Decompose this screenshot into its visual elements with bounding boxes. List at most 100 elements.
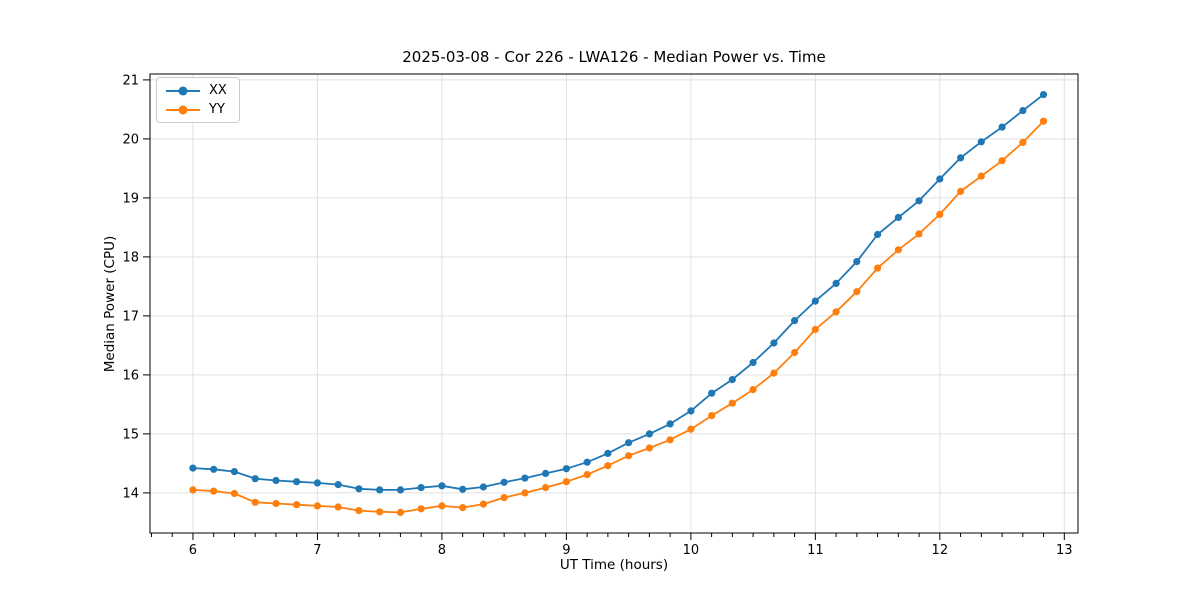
series-yy-marker: [438, 502, 446, 510]
series-yy-marker: [459, 504, 467, 512]
series-xx-marker: [1019, 107, 1027, 115]
series-yy-marker: [1019, 138, 1027, 146]
series-yy-marker: [396, 508, 405, 516]
series-yy-marker: [728, 399, 736, 407]
series-yy-marker: [272, 499, 280, 508]
series-xx-marker: [625, 439, 633, 447]
series-yy-marker: [293, 501, 301, 509]
series-xx-line: [191, 93, 1045, 491]
series-xx-marker: [313, 479, 321, 487]
series-yy-marker: [251, 498, 259, 506]
series-yy-marker: [355, 507, 363, 515]
series-yy-marker: [894, 246, 903, 254]
plot-border: [149, 73, 1079, 534]
series-xx-marker: [666, 420, 674, 428]
series-yy-marker: [583, 471, 591, 479]
series-xx-marker: [874, 230, 882, 239]
series-yy-marker: [791, 348, 799, 357]
series-yy-marker: [977, 172, 985, 180]
series-xx-marker: [936, 175, 944, 183]
series-xx-marker: [915, 197, 923, 205]
series-yy-marker: [708, 412, 716, 420]
series-xx-marker: [376, 486, 384, 494]
series-yy-marker: [853, 288, 861, 296]
series-yy-marker: [189, 486, 197, 494]
series-xx-marker: [791, 317, 799, 325]
series-xx-marker: [583, 458, 591, 466]
series-yy-marker: [645, 444, 654, 452]
series-yy-marker: [625, 452, 633, 460]
series-yy-marker: [417, 505, 425, 513]
legend-marker-xx: [178, 86, 188, 95]
series-yy-marker: [562, 478, 571, 486]
legend-label-yy: YY: [209, 102, 225, 117]
series-xx-marker: [977, 138, 985, 146]
series-yy-marker: [210, 487, 218, 495]
chart-title: 2025-03-08 - Cor 226 - LWA126 - Median P…: [402, 48, 826, 66]
legend-line-sample-xx: [166, 86, 200, 95]
series-xx-marker: [604, 449, 612, 457]
series-xx-marker: [417, 484, 425, 492]
series-yy-marker: [832, 308, 840, 316]
series-xx-marker: [645, 430, 654, 438]
x-tick-label: 11: [807, 543, 824, 558]
series-yy-marker: [542, 484, 550, 492]
series-yy-marker: [998, 157, 1006, 165]
series-xx-marker: [500, 478, 508, 486]
series-xx-marker: [728, 376, 736, 384]
y-tick-label: 20: [122, 132, 139, 147]
series-xx-marker: [521, 474, 529, 482]
x-tick-label: 8: [438, 543, 446, 558]
series-xx-marker: [334, 481, 342, 489]
series-yy-marker: [334, 503, 342, 511]
series-xx-marker: [894, 213, 903, 221]
series-yy-marker: [500, 494, 508, 502]
series-xx-marker: [811, 297, 819, 305]
series-yy-marker: [666, 436, 674, 444]
series-xx-marker: [853, 258, 861, 266]
series-xx-marker: [687, 407, 695, 415]
series-yy-marker: [957, 187, 965, 195]
series-xx-marker: [770, 339, 778, 347]
series-xx-marker: [562, 465, 571, 473]
series-xx-marker: [272, 476, 280, 485]
series-yy-marker: [770, 369, 778, 377]
series-yy-marker: [376, 508, 384, 516]
x-tick-label: 7: [313, 543, 321, 558]
series-xx-marker: [1039, 91, 1048, 99]
series-xx-marker: [210, 465, 218, 473]
series-yy-marker: [687, 425, 695, 433]
y-tick-label: 16: [122, 368, 139, 383]
x-axis-label: UT Time (hours): [559, 557, 669, 573]
series-xx-marker: [438, 482, 446, 490]
series-xx-marker: [355, 485, 363, 493]
y-tick-label: 17: [122, 309, 139, 324]
series-xx-marker: [998, 123, 1006, 131]
x-tick-label: 6: [189, 543, 197, 558]
series-yy-marker: [936, 210, 944, 218]
legend: XX YY: [156, 77, 240, 123]
series-yy-line: [191, 120, 1045, 514]
series-yy-marker: [479, 500, 487, 508]
series-yy-marker: [313, 502, 321, 510]
series-xx-marker: [479, 483, 487, 491]
y-tick-label: 19: [122, 191, 139, 206]
series-xx-marker: [251, 475, 259, 483]
y-tick-label: 15: [122, 427, 139, 442]
series-yy-marker: [230, 489, 238, 498]
series-xx-marker: [542, 469, 550, 477]
y-tick-label: 21: [122, 73, 139, 88]
series-yy-marker: [521, 489, 529, 497]
series-yy-marker: [1039, 117, 1048, 125]
series-yy-marker: [811, 325, 819, 334]
series-xx-marker: [230, 468, 238, 476]
series-yy-marker: [874, 264, 882, 272]
series-xx-marker: [459, 485, 467, 493]
series-yy-marker: [604, 462, 612, 470]
series-yy-marker: [749, 386, 757, 394]
x-tick-label: 13: [1056, 543, 1073, 558]
series-xx-marker: [957, 154, 965, 162]
series-yy-marker: [915, 230, 923, 238]
